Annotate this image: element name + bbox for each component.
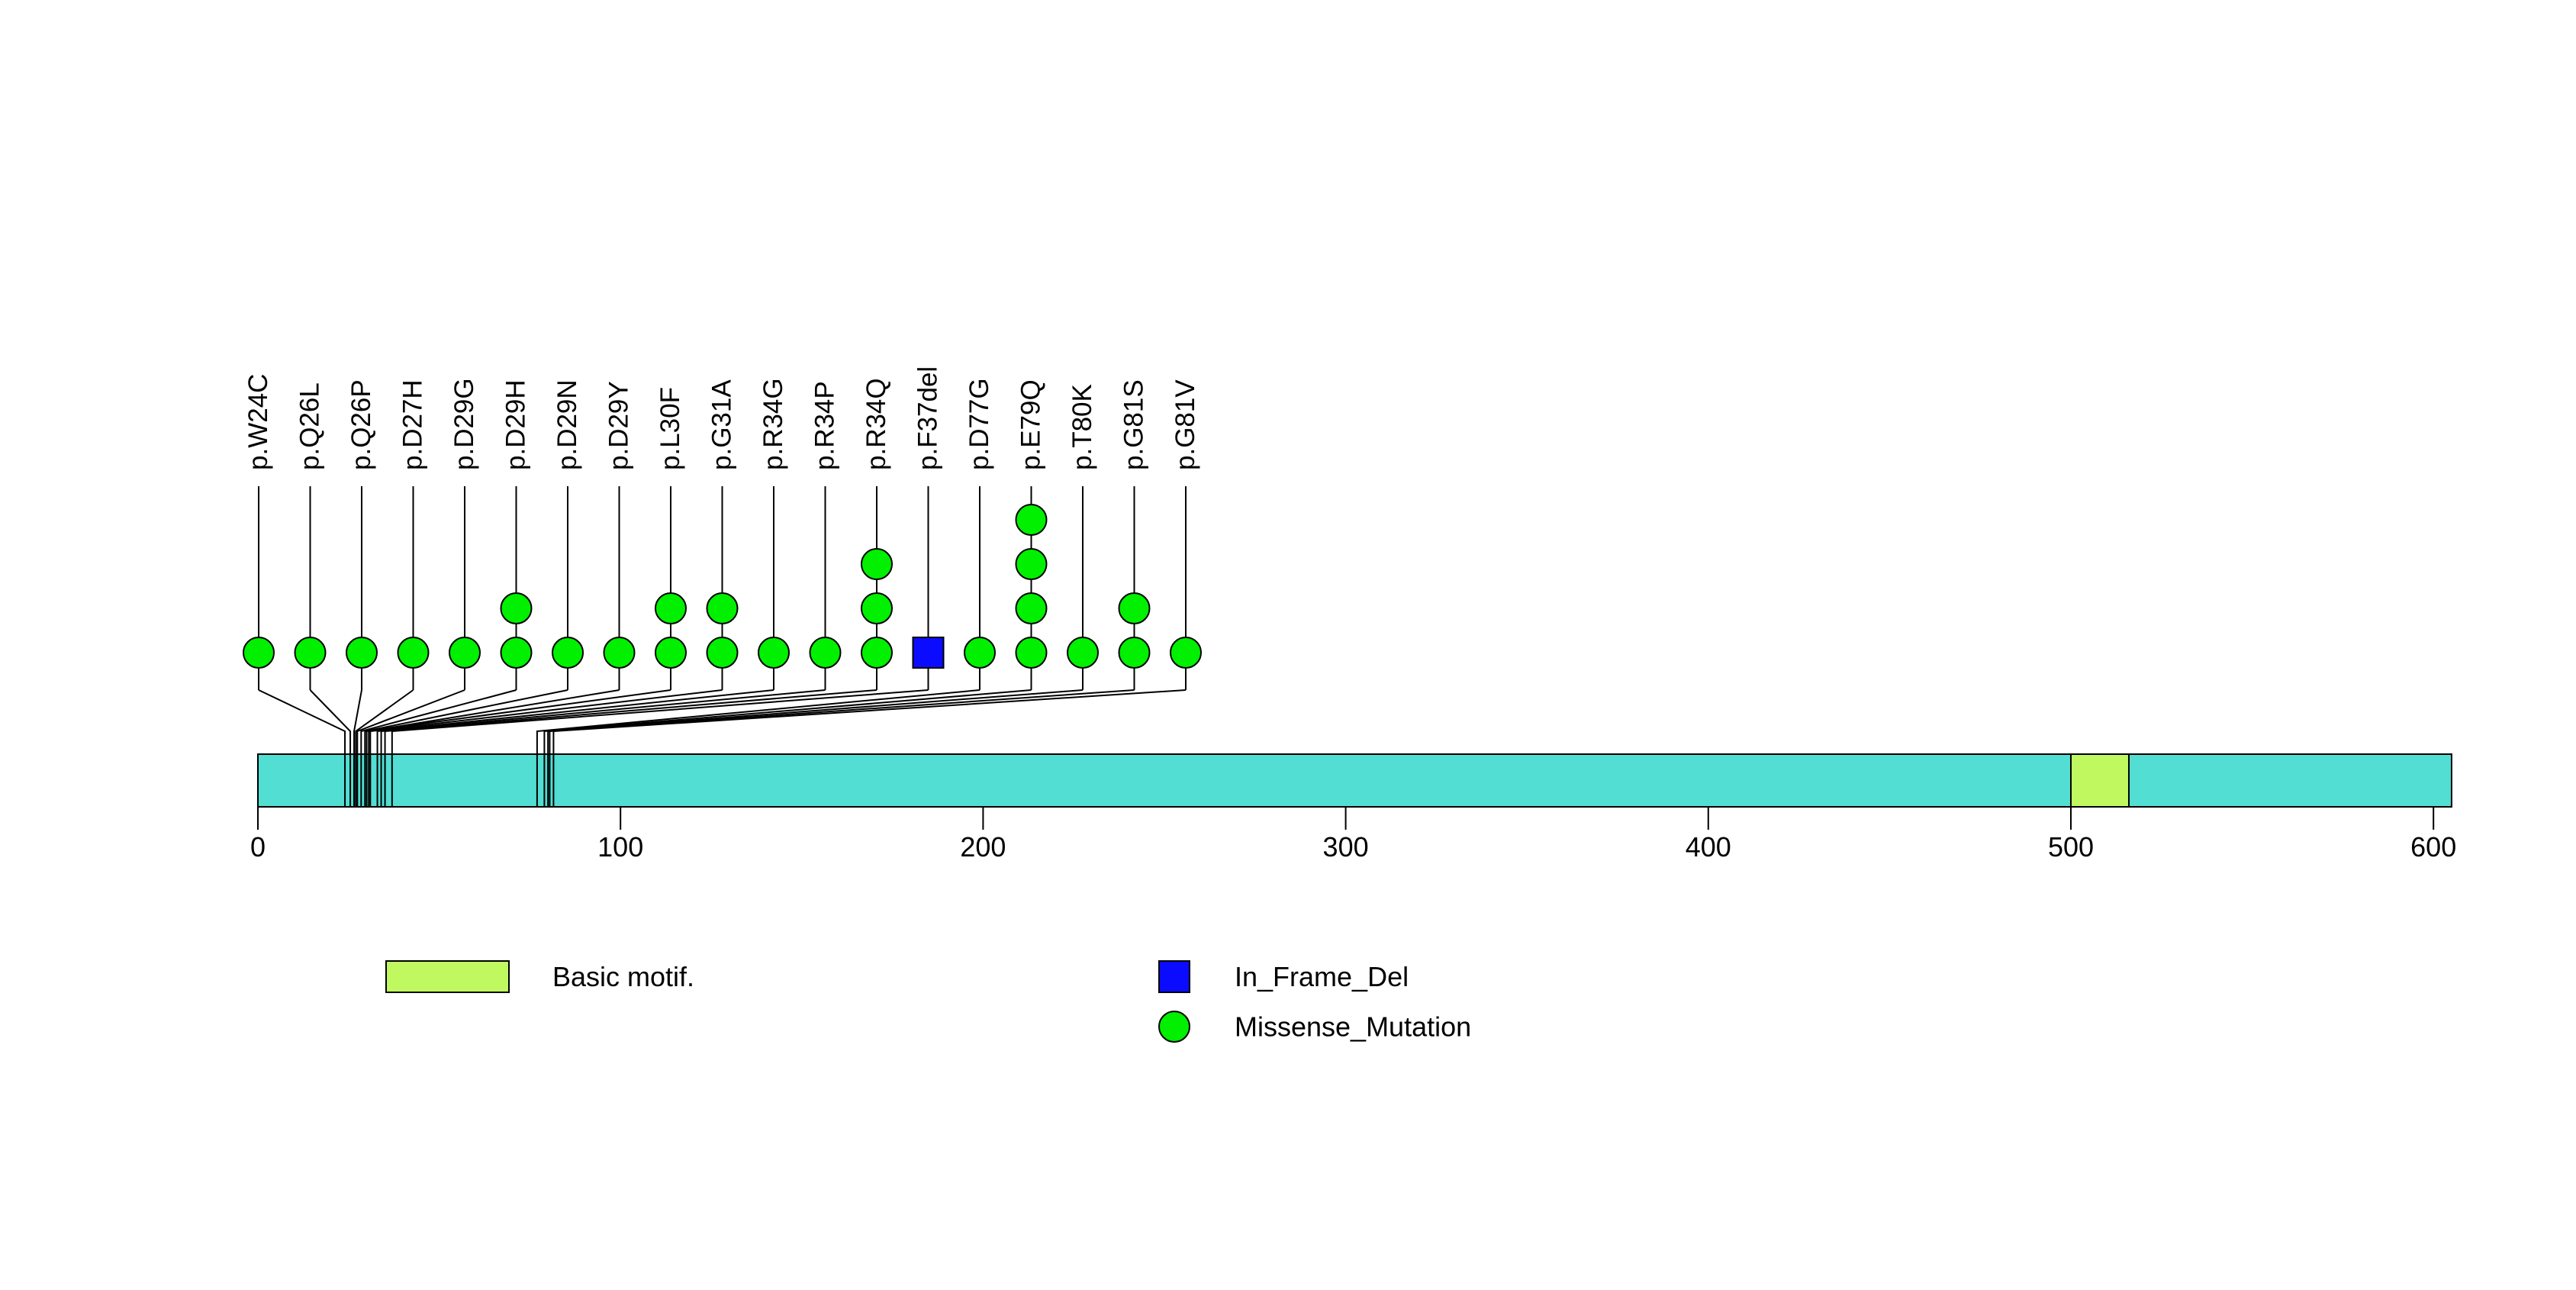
x-axis-tick-label: 300	[1323, 831, 1369, 863]
mutation-label: p.D27H	[398, 379, 428, 470]
x-axis-tick-label: 0	[250, 831, 266, 863]
mutation-marker-circle	[655, 592, 687, 624]
x-axis-tick-label: 500	[2048, 831, 2094, 863]
mutation-marker-circle	[500, 592, 533, 624]
mutation-label: p.R34Q	[861, 378, 891, 470]
lollipop-connector	[536, 689, 980, 807]
mutation-marker-circle	[1170, 637, 1202, 669]
lollipop-connector	[360, 689, 517, 807]
mutation-label: p.G81V	[1170, 379, 1200, 470]
mutation-label: p.D77G	[964, 378, 994, 470]
mutation-marker-circle	[1015, 637, 1048, 669]
mutation-marker-circle	[552, 637, 584, 669]
mutation-label: p.Q26L	[295, 382, 325, 470]
mutation-label: p.R34P	[810, 381, 840, 470]
mutation-marker-circle	[1118, 592, 1151, 624]
mutation-marker-circle	[346, 637, 378, 669]
mutation-label: p.T80K	[1067, 384, 1097, 470]
lollipop-connector	[380, 689, 826, 807]
mutation-marker-circle	[706, 637, 739, 669]
legend-label-in-frame-del: In_Frame_Del	[1235, 961, 1409, 992]
lollipop-connector	[552, 689, 1187, 807]
mutation-marker-circle	[758, 637, 790, 669]
mutation-label: p.G81S	[1119, 379, 1149, 470]
lollipop-connector	[364, 689, 568, 807]
lollipop-connector	[549, 689, 1135, 807]
mutation-marker-circle	[706, 592, 739, 624]
mutation-label: p.D29H	[501, 379, 531, 470]
mutation-marker-circle	[655, 637, 687, 669]
legend-swatch-missense-mutation	[1158, 1011, 1190, 1043]
mutation-marker-circle	[809, 637, 842, 669]
x-axis-tick-label: 600	[2410, 831, 2456, 863]
mutation-label: p.E79Q	[1016, 379, 1046, 470]
lollipop-connector	[547, 689, 1084, 807]
mutation-label: p.D29Y	[604, 381, 634, 470]
mutation-marker-circle	[861, 637, 893, 669]
mutation-marker-circle	[1118, 637, 1151, 669]
x-axis-tick-label: 200	[960, 831, 1006, 863]
lollipop-connector	[376, 689, 774, 807]
mutation-label: p.F37del	[913, 366, 943, 470]
mutation-label: p.G31A	[707, 379, 737, 470]
mutation-marker-circle	[861, 592, 893, 624]
mutation-marker-circle	[861, 548, 893, 580]
mutation-label: p.D29G	[449, 378, 479, 470]
legend-swatch-in-frame-del	[1158, 960, 1190, 993]
mutation-marker-circle	[1015, 504, 1048, 536]
legend-label-basic-motif: Basic motif.	[552, 961, 694, 992]
mutation-marker-circle	[603, 637, 636, 669]
mutation-marker-circle	[1067, 637, 1099, 669]
mutation-marker-circle	[397, 637, 430, 669]
lollipop-connector	[391, 689, 929, 807]
legend-swatch-basic-motif	[385, 960, 510, 993]
lollipop-connector	[365, 689, 671, 807]
mutation-marker-circle	[243, 637, 275, 669]
mutation-marker-circle	[964, 637, 996, 669]
mutation-marker-circle	[1015, 592, 1048, 624]
mutation-label: p.W24C	[243, 374, 273, 470]
mutation-marker-circle	[294, 637, 327, 669]
mutation-marker-circle	[1015, 548, 1048, 580]
mutation-marker-circle	[449, 637, 481, 669]
mutation-label: p.R34G	[758, 378, 788, 470]
lollipop-connector	[384, 689, 877, 807]
mutation-label: p.D29N	[552, 379, 582, 470]
x-axis-tick-label: 100	[597, 831, 643, 863]
mutation-label: p.L30F	[655, 387, 685, 470]
lollipop-connector	[309, 689, 352, 807]
lollipop-connector	[353, 689, 362, 807]
lollipop-connector	[543, 689, 1032, 807]
legend-label-missense-mutation: Missense_Mutation	[1235, 1011, 1471, 1043]
lollipop-connector	[355, 689, 414, 807]
domain-basic-motif	[2070, 753, 2130, 808]
lollipop-connector	[369, 689, 723, 807]
x-axis-tick-label: 400	[1686, 831, 1731, 863]
mutation-marker-square	[912, 637, 945, 669]
lollipop-connector	[258, 689, 346, 807]
mutation-label: p.Q26P	[346, 379, 376, 470]
lollipop-connector	[356, 689, 465, 807]
mutation-marker-circle	[500, 637, 533, 669]
